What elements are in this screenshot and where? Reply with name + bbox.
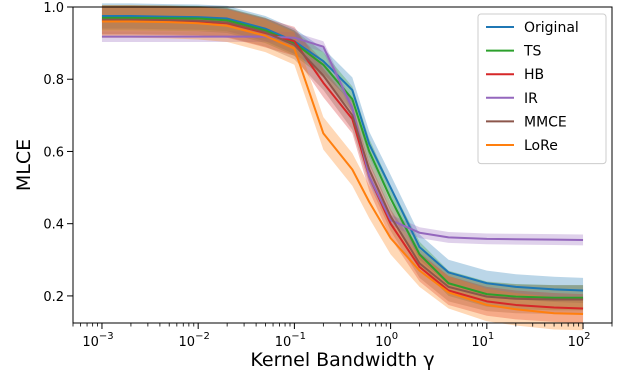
y-axis-ticks: 0.2 0.4 0.6 0.8 1.0 xyxy=(43,1,73,305)
x-tick-exponent: 0 xyxy=(392,331,398,342)
x-tick-exponent: 2 xyxy=(584,331,590,342)
legend-label-mmce: MMCE xyxy=(524,114,567,130)
x-tick-label: 10−2 xyxy=(179,331,210,350)
series-line-mmce xyxy=(101,18,584,301)
x-tick-base: 10 xyxy=(568,335,585,350)
series-lines xyxy=(101,15,584,315)
confidence-bands xyxy=(101,3,584,331)
x-tick-exponent: 1 xyxy=(488,331,494,342)
legend: Original TS HB IR MMCE LoRe xyxy=(477,13,607,165)
series-line-lore xyxy=(101,20,584,315)
series-line-ts xyxy=(101,16,584,299)
series-line-ir xyxy=(101,35,584,241)
x-tick-base: 10 xyxy=(471,335,488,350)
legend-label-ts: TS xyxy=(523,44,542,60)
x-axis-title: Kernel Bandwidth γ xyxy=(250,349,434,371)
x-tick-base: 10 xyxy=(82,335,99,350)
x-tick-label: 10−3 xyxy=(82,331,113,350)
y-tick-label: 0.2 xyxy=(43,290,64,305)
x-tick-label: 101 xyxy=(471,331,494,350)
band-lore xyxy=(101,5,584,331)
y-tick-label: 1.0 xyxy=(43,1,64,16)
legend-label-original: Original xyxy=(524,20,579,36)
x-tick-exponent: −1 xyxy=(291,331,306,342)
x-tick-exponent: −2 xyxy=(195,331,210,342)
y-tick-label: 0.6 xyxy=(43,145,64,160)
y-axis-title: MLCE xyxy=(13,139,35,191)
x-tick-base: 10 xyxy=(275,335,292,350)
y-tick-label: 0.8 xyxy=(43,73,64,88)
x-tick-label: 102 xyxy=(568,331,591,350)
y-tick-label: 0.4 xyxy=(43,218,64,233)
x-axis-ticks: 10−3 10−2 10−1 100 101 102 xyxy=(72,323,613,350)
x-tick-base: 10 xyxy=(375,335,392,350)
legend-label-lore: LoRe xyxy=(524,138,558,154)
x-tick-label: 100 xyxy=(375,331,398,350)
series-line-original xyxy=(101,15,584,292)
x-tick-label: 10−1 xyxy=(275,331,306,350)
legend-label-hb: HB xyxy=(524,67,544,83)
plot-frame xyxy=(72,6,613,324)
x-tick-base: 10 xyxy=(179,335,196,350)
legend-label-ir: IR xyxy=(524,91,538,107)
x-tick-exponent: −3 xyxy=(99,331,114,342)
